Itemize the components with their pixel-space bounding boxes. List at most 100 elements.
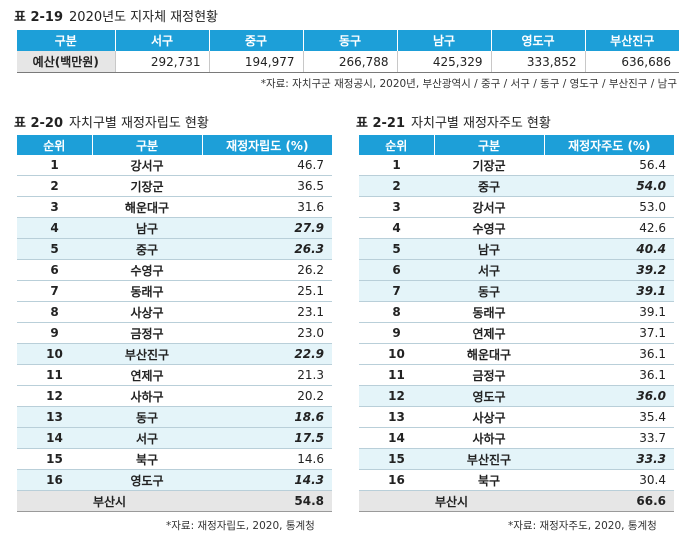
- table20-cell-name: 수영구: [92, 259, 202, 281]
- table20-cell-value: 31.6: [202, 196, 332, 218]
- table19-header: 남구: [397, 30, 492, 51]
- table21-cell-value: 53.0: [544, 196, 674, 218]
- table21-cell-name: 동구: [434, 280, 544, 302]
- table20-cell-rank: 11: [17, 364, 92, 386]
- table20-row: 13 동구 18.6: [17, 406, 332, 428]
- table19-number: 표 2-19: [14, 10, 64, 25]
- table20-cell-name: 사상구: [92, 301, 202, 323]
- table21-cell-name: 서구: [434, 259, 544, 281]
- table21-total-value: 66.6: [544, 490, 674, 512]
- table20-row: 3 해운대구 31.6: [17, 196, 332, 218]
- table21-row: 2 중구 54.0: [359, 175, 674, 197]
- table19-header: 구분: [17, 30, 116, 51]
- table20-cell-name: 중구: [92, 238, 202, 260]
- table21-cell-name: 영도구: [434, 385, 544, 407]
- table21-cell-name: 강서구: [434, 196, 544, 218]
- table21-cell-rank: 5: [359, 238, 434, 260]
- table21-cell-name: 금정구: [434, 364, 544, 386]
- table20-total-row: 부산시 54.8: [17, 490, 332, 512]
- table20-cell-name: 기장군: [92, 175, 202, 197]
- table19-caption: 표 2-19 2020년도 지자체 재정현황: [14, 6, 218, 25]
- table19-budget-row: 예산(백만원) 292,731 194,977 266,788 425,329 …: [17, 51, 679, 73]
- table20-row: 11 연제구 21.3: [17, 364, 332, 386]
- table21-row: 16 북구 30.4: [359, 469, 674, 491]
- table21-cell-value: 39.1: [544, 280, 674, 302]
- table21-cell-value: 42.6: [544, 217, 674, 239]
- table20-cell-value: 25.1: [202, 280, 332, 302]
- table20-cell-name: 사하구: [92, 385, 202, 407]
- table20-cell-value: 18.6: [202, 406, 332, 428]
- table20-cell-value: 23.0: [202, 322, 332, 344]
- table20-cell-rank: 8: [17, 301, 92, 323]
- table21-header: 재정자주도 (%): [544, 135, 674, 155]
- table21-total-row: 부산시 66.6: [359, 490, 674, 512]
- table21-cell-rank: 16: [359, 469, 434, 491]
- table20-cell-rank: 2: [17, 175, 92, 197]
- table20-cell-rank: 5: [17, 238, 92, 260]
- table19-header-row: 구분 서구 중구 동구 남구 영도구 부산진구: [17, 30, 679, 51]
- table20-cell-name: 금정구: [92, 322, 202, 344]
- table21-cell-rank: 8: [359, 301, 434, 323]
- table21-cell-rank: 14: [359, 427, 434, 449]
- table20: 순위 구분 재정자립도 (%) 1 강서구 46.7 2 기장군 36.5 3 해운대구 31.…: [17, 135, 332, 512]
- table21-row: 12 영도구 36.0: [359, 385, 674, 407]
- table21-cell-rank: 3: [359, 196, 434, 218]
- table20-cell-rank: 3: [17, 196, 92, 218]
- table20-cell-name: 영도구: [92, 469, 202, 491]
- table21-total-label: 부산시: [359, 490, 544, 512]
- table21-header: 구분: [434, 135, 545, 155]
- table20-cell-rank: 15: [17, 448, 92, 470]
- table19-value: 425,329: [397, 51, 492, 73]
- table20-row: 8 사상구 23.1: [17, 301, 332, 323]
- table20-cell-rank: 7: [17, 280, 92, 302]
- table21-row: 8 동래구 39.1: [359, 301, 674, 323]
- table20-cell-rank: 14: [17, 427, 92, 449]
- table21-cell-rank: 11: [359, 364, 434, 386]
- table20-cell-value: 14.3: [202, 469, 332, 491]
- table21-source: *자료: 재정자주도, 2020, 통계청: [508, 520, 657, 532]
- table19-value: 636,686: [585, 51, 679, 73]
- table19-title: 2020년도 지자체 재정현황: [69, 10, 219, 25]
- table20-cell-value: 36.5: [202, 175, 332, 197]
- table21-cell-value: 30.4: [544, 469, 674, 491]
- table20-header-row: 순위 구분 재정자립도 (%): [17, 135, 332, 155]
- table19-source: *자료: 자치구군 재정공시, 2020년, 부산광역시 / 중구 / 서구 /…: [260, 78, 677, 90]
- table20-cell-value: 22.9: [202, 343, 332, 365]
- table19-value: 266,788: [303, 51, 398, 73]
- table21-cell-rank: 15: [359, 448, 434, 470]
- table20-row: 2 기장군 36.5: [17, 175, 332, 197]
- table21-cell-rank: 9: [359, 322, 434, 344]
- table20-cell-value: 14.6: [202, 448, 332, 470]
- table20-cell-name: 부산진구: [92, 343, 202, 365]
- table21-cell-rank: 10: [359, 343, 434, 365]
- table20-cell-name: 연제구: [92, 364, 202, 386]
- table21-cell-rank: 7: [359, 280, 434, 302]
- table21-cell-rank: 12: [359, 385, 434, 407]
- table20-cell-value: 46.7: [202, 155, 332, 176]
- table21-row: 15 부산진구 33.3: [359, 448, 674, 470]
- table20-cell-name: 남구: [92, 217, 202, 239]
- table21-row: 14 사하구 33.7: [359, 427, 674, 449]
- table20-row: 15 북구 14.6: [17, 448, 332, 470]
- table20-cell-value: 27.9: [202, 217, 332, 239]
- table19-header: 영도구: [491, 30, 586, 51]
- table20-cell-name: 서구: [92, 427, 202, 449]
- table20-cell-rank: 6: [17, 259, 92, 281]
- table21-cell-name: 연제구: [434, 322, 544, 344]
- table20-header: 구분: [92, 135, 203, 155]
- table21-cell-rank: 1: [359, 155, 434, 176]
- table21-cell-name: 중구: [434, 175, 544, 197]
- table20-source: *자료: 재정자립도, 2020, 통계청: [166, 520, 315, 532]
- table20-total-label: 부산시: [17, 490, 202, 512]
- table20-row: 14 서구 17.5: [17, 427, 332, 449]
- table21-title: 자치구별 재정자주도 현황: [411, 116, 551, 131]
- table20-cell-value: 26.2: [202, 259, 332, 281]
- table21-cell-value: 36.0: [544, 385, 674, 407]
- table21-number: 표 2-21: [356, 116, 406, 131]
- table20-cell-rank: 4: [17, 217, 92, 239]
- table20-row: 9 금정구 23.0: [17, 322, 332, 344]
- table20-header: 재정자립도 (%): [202, 135, 332, 155]
- table21-cell-rank: 6: [359, 259, 434, 281]
- table21-cell-name: 부산진구: [434, 448, 544, 470]
- table19-value: 194,977: [209, 51, 304, 73]
